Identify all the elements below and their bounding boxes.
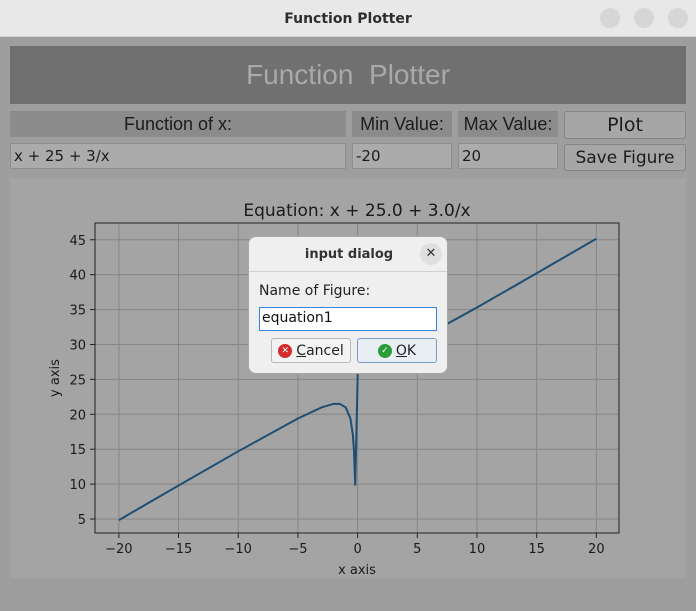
- y-tick-label: 40: [69, 269, 86, 284]
- cancel-text: Cancel: [296, 342, 344, 359]
- input-dialog: input dialog ✕ Name of Figure: equation1…: [248, 236, 448, 374]
- figure-name-input[interactable]: equation1: [259, 307, 437, 331]
- plot-button[interactable]: Plot: [564, 111, 686, 139]
- ok-button[interactable]: ✓ OK: [357, 338, 437, 363]
- x-tick-label: 20: [588, 542, 605, 557]
- separator: [249, 271, 447, 272]
- maximize-button[interactable]: [634, 8, 654, 28]
- header: Function Plotter: [10, 46, 686, 104]
- cancel-icon: ✕: [278, 343, 293, 358]
- x-tick-label: −5: [288, 542, 307, 557]
- x-tick-label: 15: [528, 542, 545, 557]
- window-title: Function Plotter: [284, 10, 412, 27]
- y-axis-label: y axis: [48, 359, 63, 397]
- axes-frame: [94, 222, 620, 534]
- minimize-button[interactable]: [600, 8, 620, 28]
- dialog-title: input dialog: [304, 247, 394, 262]
- function-input[interactable]: x + 25 + 3/x: [10, 143, 346, 169]
- max-input[interactable]: 20: [458, 143, 558, 169]
- y-tick-label: 5: [78, 513, 86, 528]
- function-label: Function of x:: [10, 111, 346, 137]
- ok-text: OK: [395, 342, 417, 359]
- y-tick-label: 10: [69, 478, 86, 493]
- y-tick-label: 20: [69, 408, 86, 423]
- x-tick-label: 0: [353, 542, 361, 557]
- cancel-button[interactable]: ✕ Cancel: [271, 338, 351, 363]
- y-tick-label: 30: [69, 338, 86, 353]
- y-tick-label: 15: [69, 443, 86, 458]
- x-axis-label: x axis: [338, 563, 376, 578]
- dialog-prompt: Name of Figure:: [259, 283, 371, 299]
- x-tick-label: −10: [225, 542, 252, 557]
- ok-icon: ✓: [377, 343, 392, 358]
- max-label: Max Value:: [458, 111, 558, 137]
- chart-title: Equation: x + 25.0 + 3.0/x: [243, 201, 470, 221]
- x-tick-label: −20: [105, 542, 132, 557]
- title-bar: Function Plotter: [0, 0, 696, 37]
- min-input[interactable]: -20: [352, 143, 452, 169]
- x-tick-label: 5: [413, 542, 421, 557]
- save-button[interactable]: Save Figure: [564, 144, 686, 171]
- x-tick-label: −15: [165, 542, 192, 557]
- close-button[interactable]: [668, 8, 688, 28]
- x-tick-label: 10: [469, 542, 486, 557]
- y-tick-label: 45: [69, 234, 86, 249]
- dialog-close[interactable]: ✕: [420, 243, 442, 265]
- min-label: Min Value:: [352, 111, 452, 137]
- y-tick-label: 25: [69, 373, 86, 388]
- y-tick-label: 35: [69, 304, 86, 319]
